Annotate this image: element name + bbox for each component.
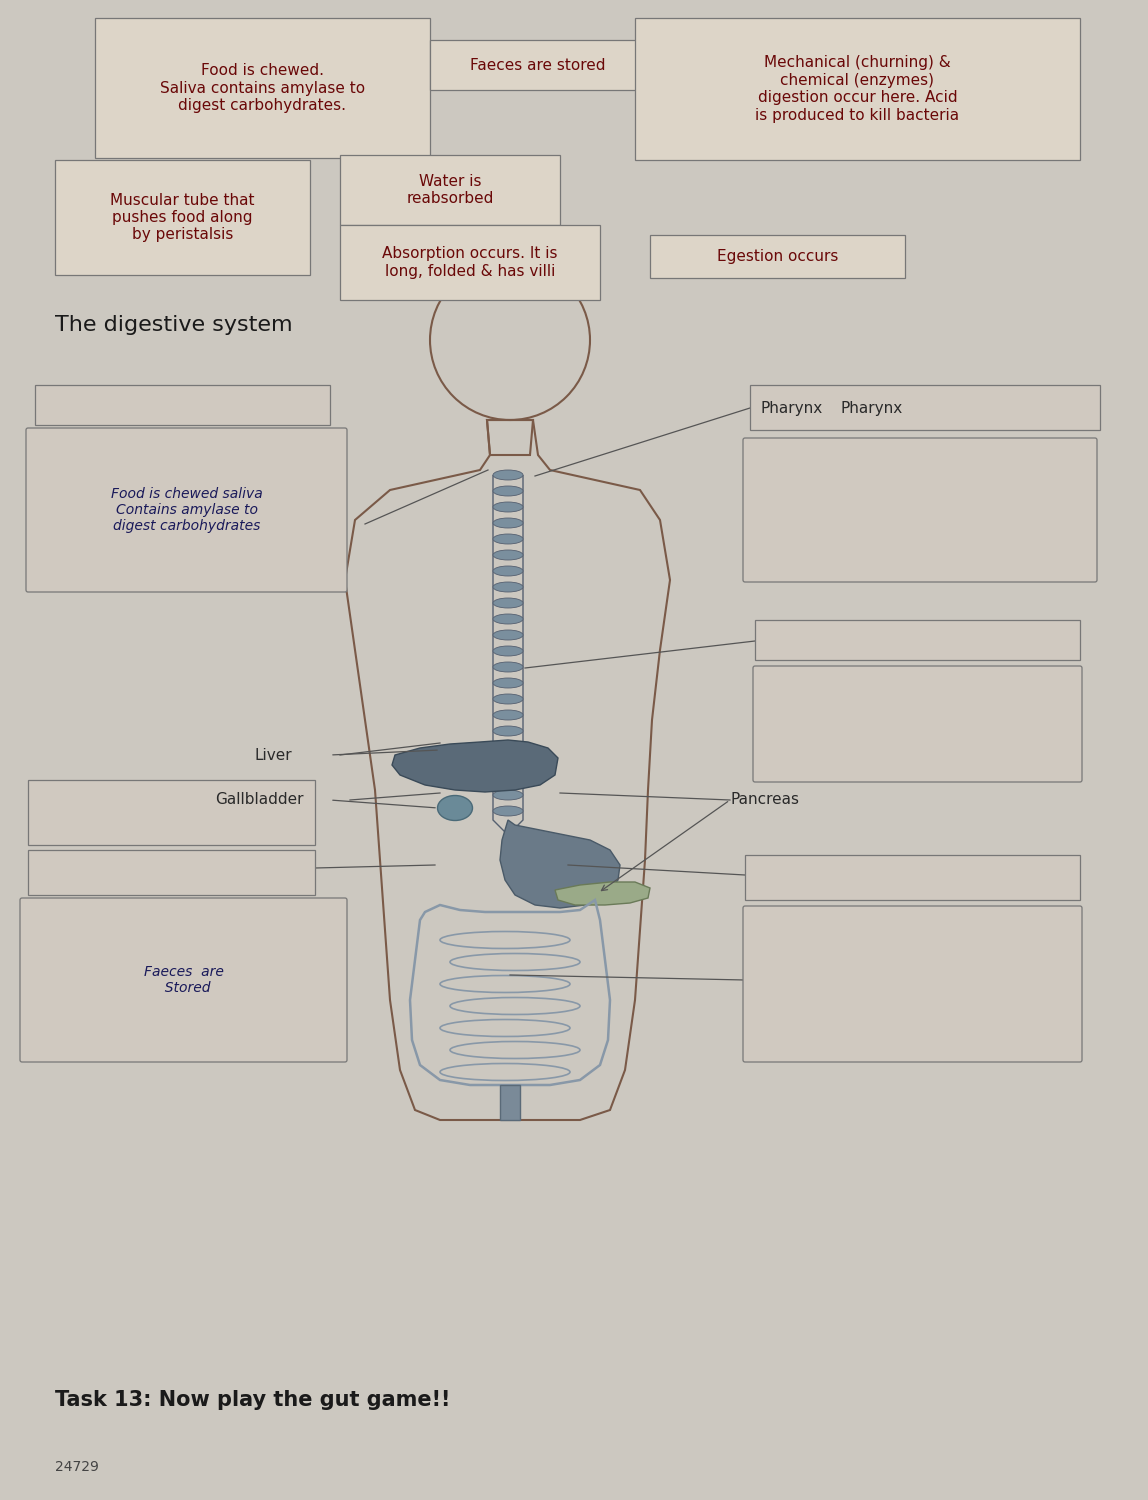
Ellipse shape xyxy=(492,662,523,672)
Ellipse shape xyxy=(492,742,523,752)
Text: Pharynx: Pharynx xyxy=(840,400,902,416)
Text: Water is
reabsorbed: Water is reabsorbed xyxy=(406,174,494,206)
FancyBboxPatch shape xyxy=(28,780,315,844)
FancyBboxPatch shape xyxy=(745,855,1080,900)
Ellipse shape xyxy=(492,518,523,528)
Ellipse shape xyxy=(492,503,523,512)
FancyBboxPatch shape xyxy=(750,386,1100,430)
Text: Mechanical (churning) &
chemical (enzymes)
digestion occur here. Acid
is produce: Mechanical (churning) & chemical (enzyme… xyxy=(755,56,960,123)
Polygon shape xyxy=(501,821,620,908)
Ellipse shape xyxy=(492,758,523,768)
FancyBboxPatch shape xyxy=(743,906,1083,1062)
Ellipse shape xyxy=(492,646,523,656)
Ellipse shape xyxy=(492,486,523,496)
Ellipse shape xyxy=(492,534,523,544)
Text: Food is chewed saliva
Contains amylase to
digest carbohydrates: Food is chewed saliva Contains amylase t… xyxy=(110,488,263,532)
FancyBboxPatch shape xyxy=(28,850,315,895)
Ellipse shape xyxy=(437,795,473,820)
Text: Gallbladder: Gallbladder xyxy=(215,792,303,807)
Ellipse shape xyxy=(492,470,523,480)
Ellipse shape xyxy=(492,694,523,703)
FancyBboxPatch shape xyxy=(743,438,1097,582)
Polygon shape xyxy=(391,740,558,792)
Polygon shape xyxy=(501,1084,520,1120)
FancyBboxPatch shape xyxy=(430,40,645,90)
Ellipse shape xyxy=(492,790,523,800)
Text: Muscular tube that
pushes food along
by peristalsis: Muscular tube that pushes food along by … xyxy=(110,192,255,243)
Ellipse shape xyxy=(492,678,523,688)
Ellipse shape xyxy=(492,614,523,624)
FancyBboxPatch shape xyxy=(55,160,310,274)
Text: Pancreas: Pancreas xyxy=(730,792,799,807)
Ellipse shape xyxy=(492,582,523,592)
FancyBboxPatch shape xyxy=(635,18,1080,160)
Ellipse shape xyxy=(492,566,523,576)
Text: Faeces are stored: Faeces are stored xyxy=(470,57,605,72)
Ellipse shape xyxy=(492,710,523,720)
Text: Task 13: Now play the gut game!!: Task 13: Now play the gut game!! xyxy=(55,1390,450,1410)
Text: Absorption occurs. It is
long, folded & has villi: Absorption occurs. It is long, folded & … xyxy=(382,246,558,279)
Ellipse shape xyxy=(492,598,523,608)
Ellipse shape xyxy=(492,806,523,816)
Text: The digestive system: The digestive system xyxy=(55,315,293,334)
FancyBboxPatch shape xyxy=(26,427,347,592)
Ellipse shape xyxy=(492,550,523,560)
FancyBboxPatch shape xyxy=(650,236,905,278)
Ellipse shape xyxy=(492,774,523,784)
Ellipse shape xyxy=(492,630,523,640)
FancyBboxPatch shape xyxy=(755,620,1080,660)
Text: Pharynx: Pharynx xyxy=(760,400,822,416)
Text: Faeces  are
  Stored: Faeces are Stored xyxy=(144,964,224,994)
Text: Egestion occurs: Egestion occurs xyxy=(716,249,838,264)
Text: Food is chewed.
Saliva contains amylase to
digest carbohydrates.: Food is chewed. Saliva contains amylase … xyxy=(160,63,365,112)
FancyBboxPatch shape xyxy=(340,225,600,300)
FancyBboxPatch shape xyxy=(20,898,347,1062)
FancyBboxPatch shape xyxy=(753,666,1083,782)
FancyBboxPatch shape xyxy=(95,18,430,158)
FancyBboxPatch shape xyxy=(34,386,329,424)
FancyBboxPatch shape xyxy=(340,154,560,225)
Text: Liver: Liver xyxy=(255,747,293,762)
Polygon shape xyxy=(554,882,650,904)
Text: 24729: 24729 xyxy=(55,1460,99,1474)
Ellipse shape xyxy=(492,726,523,736)
